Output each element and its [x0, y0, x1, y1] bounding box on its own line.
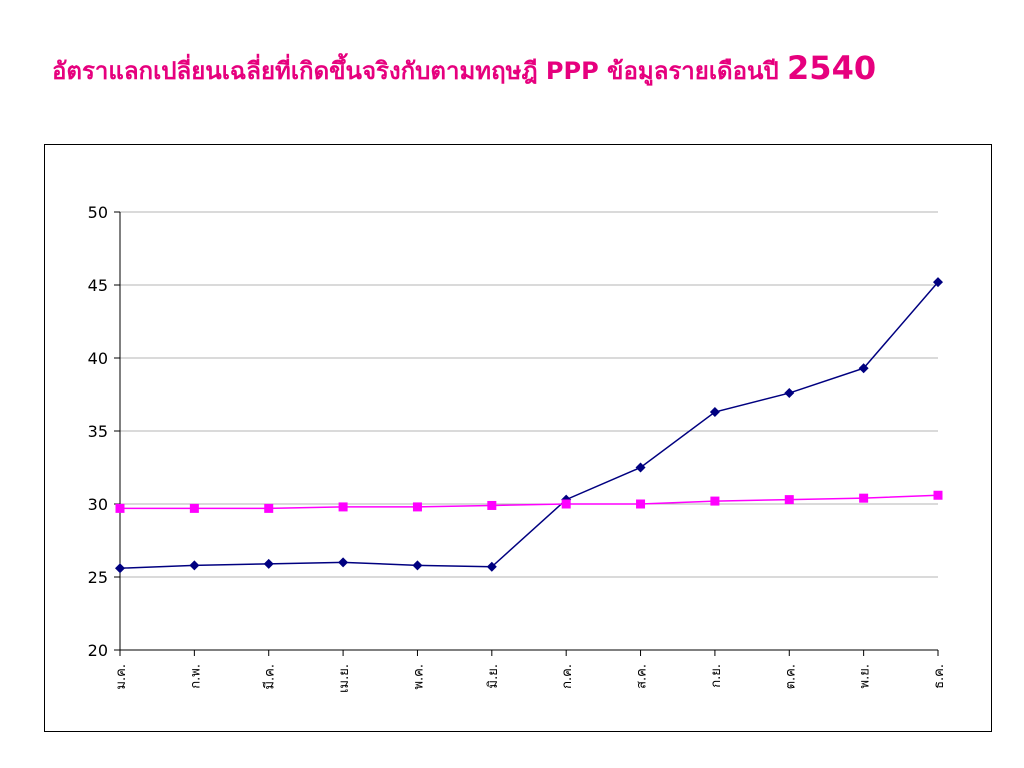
x-tick-label: ก.ค.	[560, 664, 575, 689]
y-tick-label: 45	[88, 276, 108, 295]
series-2-point	[636, 499, 646, 509]
series-2-point	[189, 503, 199, 513]
series-1-point	[338, 557, 349, 568]
series-1-point	[412, 560, 423, 571]
x-tick-label: ต.ค.	[783, 664, 798, 689]
series-1-point	[635, 462, 646, 473]
series-2-point	[412, 502, 422, 512]
y-tick-label: 50	[88, 203, 108, 222]
series-1-point	[115, 563, 125, 574]
series-1-point	[933, 277, 943, 288]
x-tick-label: มิ.ย.	[486, 664, 501, 688]
series-2-point	[561, 499, 571, 509]
y-tick-label: 25	[88, 568, 108, 587]
series-1-point	[709, 407, 720, 418]
series-1-point	[263, 558, 274, 569]
chart-title: อัตราแลกเปลี่ยนเฉลี่ยที่เกิดขึ้นจริงกับต…	[52, 52, 876, 84]
x-tick-label: พ.ค.	[411, 664, 426, 690]
x-tick-label: ส.ค.	[635, 664, 650, 689]
y-tick-label: 20	[88, 641, 108, 660]
chart-title-text: อัตราแลกเปลี่ยนเฉลี่ยที่เกิดขึ้นจริงกับต…	[52, 57, 788, 85]
x-tick-label: เม.ย.	[337, 664, 352, 693]
series-2-point	[264, 503, 274, 513]
series-2-point	[859, 493, 869, 503]
chart-frame: 20 25 30 35 40 45 50 ม.ค. ก.พ. มี.ค. เม.ย. พ.ค. มิ.ย…	[44, 144, 992, 732]
y-tick-label: 35	[88, 422, 108, 441]
series-2-line	[120, 494, 939, 510]
series-2-point	[487, 500, 497, 510]
series-2-point	[933, 490, 943, 500]
series-2-point	[710, 496, 720, 506]
x-tick-label: มี.ค.	[262, 664, 278, 690]
series-1-line	[119, 281, 939, 569]
x-tick-label: ม.ค.	[114, 664, 129, 690]
line-chart: 20 25 30 35 40 45 50 ม.ค. ก.พ. มี.ค. เม.ย. พ.ค. มิ.ย…	[88, 203, 947, 693]
series-1-point	[486, 561, 497, 572]
series-1-point	[858, 363, 869, 374]
x-tick-label: พ.ย.	[858, 664, 873, 688]
series-2-point	[784, 495, 794, 505]
x-tick-label: ธ.ค.	[932, 664, 947, 689]
series-1-point	[189, 560, 200, 571]
series-2-point	[115, 503, 125, 513]
series-2-point	[338, 502, 348, 512]
x-tick-label: ก.ย.	[709, 664, 724, 688]
chart-title-year: 2540	[787, 49, 877, 87]
series-1-point	[784, 388, 795, 399]
y-tick-label: 40	[88, 349, 108, 368]
x-tick-label: ก.พ.	[188, 664, 203, 689]
y-tick-label: 30	[88, 495, 108, 514]
